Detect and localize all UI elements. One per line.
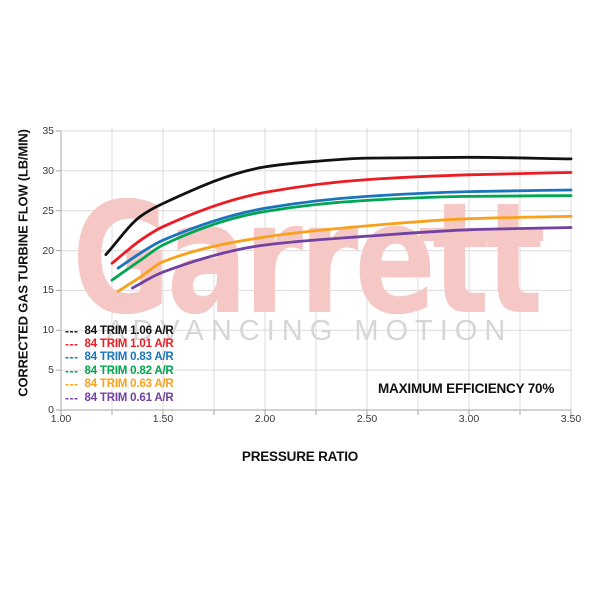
y-tick-label: 35 — [42, 125, 54, 137]
y-tick-label: 15 — [42, 284, 54, 297]
y-tick-label: 25 — [42, 204, 54, 217]
x-tick-label: 2.00 — [254, 413, 276, 425]
garrett-logo-watermark: Garrett — [72, 170, 543, 349]
legend-dash-swatch: --- — [65, 350, 79, 365]
legend-item: --- 84 TRIM 1.01 A/R — [65, 337, 174, 352]
legend-label: 84 TRIM 1.06 A/R — [84, 324, 174, 337]
x-tick-label: 3.00 — [458, 413, 480, 425]
x-tick-label: 1.50 — [152, 413, 174, 425]
flow-curve-0 — [104, 155, 573, 256]
legend-dash-swatch: --- — [65, 323, 79, 338]
flow-curve-3 — [110, 194, 573, 282]
x-tick-label: 2.50 — [356, 413, 378, 425]
legend-label: 84 TRIM 1.01 A/R — [84, 338, 174, 351]
legend-item: --- 84 TRIM 0.83 A/R — [65, 350, 174, 365]
legend-item: --- 84 TRIM 1.06 A/R — [65, 323, 174, 338]
y-tick-label: 30 — [42, 164, 54, 177]
legend-label: 84 TRIM 0.82 A/R — [84, 364, 174, 377]
legend-dash-swatch: --- — [65, 363, 79, 378]
legend-label: 84 TRIM 0.83 A/R — [84, 351, 174, 364]
legend-label: 84 TRIM 0.61 A/R — [84, 391, 174, 404]
flow-curve-4 — [116, 214, 573, 293]
legend: --- 84 TRIM 1.06 A/R --- 84 TRIM 1.01 A/R --… — [65, 323, 174, 405]
grid-layer — [56, 128, 572, 415]
advancing-motion-watermark: ADVANCING MOTION — [106, 315, 513, 347]
legend-dash-swatch: --- — [65, 377, 79, 392]
y-tick-label: 0 — [48, 404, 54, 416]
legend-label: 84 TRIM 0.63 A/R — [84, 378, 174, 391]
y-tick-label: 5 — [48, 364, 54, 377]
flow-curve-5 — [131, 226, 573, 290]
flow-curve-2 — [116, 188, 573, 270]
x-tick-label: 3.50 — [560, 413, 582, 425]
x-axis-title: PRESSURE RATIO — [241, 449, 359, 464]
legend-dash-swatch: --- — [65, 390, 79, 405]
y-tick-label: 20 — [42, 244, 54, 257]
x-tick-label: 1.00 — [50, 413, 72, 425]
legend-item: --- 84 TRIM 0.82 A/R — [65, 363, 174, 378]
max-efficiency-label: MAXIMUM EFFICIENCY 70% — [378, 381, 555, 396]
y-tick-label: 10 — [42, 324, 54, 337]
flow-curve-1 — [110, 171, 573, 265]
legend-item: --- 84 TRIM 0.63 A/R — [65, 377, 174, 392]
curves-layer — [104, 155, 573, 293]
legend-item: --- 84 TRIM 0.61 A/R — [65, 390, 174, 405]
legend-dash-swatch: --- — [65, 337, 79, 352]
